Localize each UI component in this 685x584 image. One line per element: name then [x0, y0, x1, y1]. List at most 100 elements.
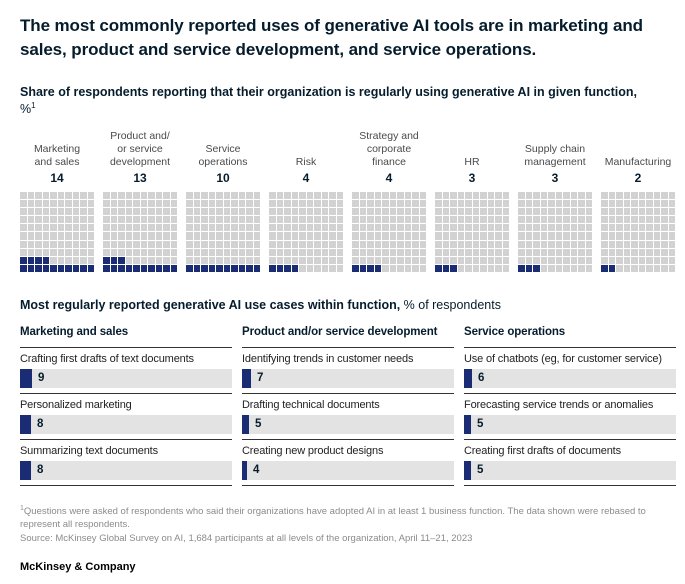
waffle-square	[555, 264, 562, 272]
waffle-square	[246, 191, 253, 199]
waffle-square	[186, 224, 193, 232]
waffle-square	[208, 232, 215, 240]
waffle-square	[487, 232, 494, 240]
waffle-square-filled	[238, 264, 245, 272]
waffle-square	[253, 224, 260, 232]
waffle-square	[118, 200, 125, 208]
waffle-square	[155, 224, 162, 232]
waffle-square	[140, 240, 147, 248]
waffle-square	[367, 240, 374, 248]
waffle-square	[223, 216, 230, 224]
use-case-row: Crafting first drafts of text documents 9	[20, 353, 232, 394]
waffle-square	[487, 248, 494, 256]
waffle-square	[668, 216, 675, 224]
waffle-square	[570, 256, 577, 264]
waffle-square	[284, 200, 291, 208]
waffle-square	[465, 216, 472, 224]
waffle-square	[27, 248, 34, 256]
waffle-square-filled	[450, 264, 457, 272]
waffle-square	[389, 224, 396, 232]
waffle-square	[170, 240, 177, 248]
waffle-square	[359, 200, 366, 208]
waffle-square	[653, 256, 660, 264]
waffle-square	[608, 208, 615, 216]
waffle-square	[616, 232, 623, 240]
waffle-square	[442, 232, 449, 240]
waffle-square	[208, 208, 215, 216]
waffle-square	[616, 240, 623, 248]
waffle-square	[269, 256, 276, 264]
waffle-square	[253, 191, 260, 199]
footnote-text: 1Questions were asked of respondents who…	[20, 504, 664, 532]
waffle-square-filled	[518, 264, 525, 272]
waffle-square	[125, 216, 132, 224]
use-case-bar-fill	[20, 414, 31, 434]
function-label: Strategy and corporate finance	[359, 129, 419, 168]
waffle-square	[35, 216, 42, 224]
waffle-square	[329, 224, 336, 232]
waffle-square	[27, 208, 34, 216]
waffle-square	[125, 240, 132, 248]
waffle-square	[419, 216, 426, 224]
waffle-square	[412, 248, 419, 256]
waffle-square	[42, 232, 49, 240]
waffle-square	[284, 256, 291, 264]
waffle-square	[42, 200, 49, 208]
waffle-square	[472, 248, 479, 256]
waffle-square	[608, 224, 615, 232]
use-case-value: 6	[478, 372, 485, 385]
waffle-square	[646, 240, 653, 248]
use-case-row: Personalized marketing 8	[20, 399, 232, 440]
waffle-square	[110, 208, 117, 216]
waffle-square	[269, 248, 276, 256]
waffle-square	[540, 248, 547, 256]
waffle-square	[540, 240, 547, 248]
waffle-square	[359, 224, 366, 232]
waffle-square	[495, 224, 502, 232]
waffle-square	[306, 200, 313, 208]
waffle-square	[653, 248, 660, 256]
waffle-grid	[269, 191, 343, 272]
waffle-square	[57, 256, 64, 264]
waffle-square	[646, 216, 653, 224]
waffle-square	[103, 216, 110, 224]
waffle-square	[110, 200, 117, 208]
use-cases-heading-unit: % of respondents	[400, 297, 501, 312]
waffle-square	[374, 208, 381, 216]
waffle-square	[336, 248, 343, 256]
waffle-square	[555, 191, 562, 199]
waffle-square	[412, 200, 419, 208]
waffle-square	[608, 232, 615, 240]
waffle-square	[563, 208, 570, 216]
waffle-square	[216, 224, 223, 232]
waffle-square	[487, 240, 494, 248]
waffle-square	[72, 191, 79, 199]
source-line: Source: McKinsey Global Survey on AI, 1,…	[20, 532, 473, 544]
waffle-square	[170, 256, 177, 264]
waffle-square	[118, 216, 125, 224]
waffle-square	[646, 191, 653, 199]
waffle-square	[518, 232, 525, 240]
waffle-square	[125, 200, 132, 208]
waffle-square	[321, 191, 328, 199]
waffle-square	[367, 256, 374, 264]
waffle-square	[653, 264, 660, 272]
use-case-bar-track: 9	[20, 368, 232, 388]
waffle-square	[321, 224, 328, 232]
waffle-square	[518, 191, 525, 199]
waffle-square	[646, 256, 653, 264]
waffle-square	[163, 256, 170, 264]
waffle-square	[457, 232, 464, 240]
waffle-square	[442, 191, 449, 199]
waffle-square	[389, 256, 396, 264]
waffle-square	[118, 191, 125, 199]
waffle-square	[246, 208, 253, 216]
waffle-square	[450, 216, 457, 224]
waffle-square	[442, 224, 449, 232]
waffle-square	[186, 191, 193, 199]
waffle-square	[578, 256, 585, 264]
waffle-square	[291, 200, 298, 208]
waffle-square	[638, 256, 645, 264]
waffle-square	[548, 200, 555, 208]
waffle-square	[382, 191, 389, 199]
